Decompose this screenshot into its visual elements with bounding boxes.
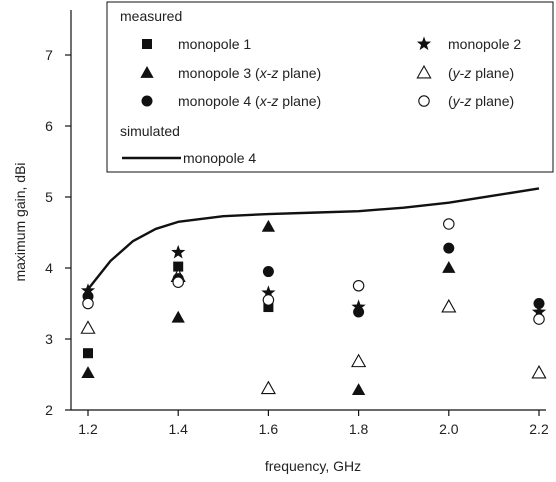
legend-label-monopole-3-x-z-plane-2: monopole 3 (x-z plane) xyxy=(178,65,321,81)
x-tick-label: 1.6 xyxy=(259,421,279,437)
series-monopole-4-x-z-plane-4 xyxy=(82,242,545,318)
x-tick-label: 2.2 xyxy=(529,421,549,437)
legend-swatch-monopole-2-1 xyxy=(416,36,432,51)
point-monopole-3-x-z-plane-2 xyxy=(351,383,366,396)
legend-swatch-y-z-plane-5 xyxy=(418,95,430,107)
point-monopole-4-x-z-plane-4 xyxy=(262,266,274,278)
legend-swatch-monopole-4-x-z-plane-4 xyxy=(141,95,153,107)
x-axis-title: frequency, GHz xyxy=(265,458,361,474)
point-y-z-plane-5 xyxy=(82,297,94,310)
legend-label-monopole-2-1: monopole 2 xyxy=(448,36,521,52)
point-monopole-3-x-z-plane-2 xyxy=(261,219,276,232)
series-y-z-plane-5 xyxy=(82,218,545,325)
y-tick-label: 4 xyxy=(45,260,53,276)
legend-label-monopole-4-x-z-plane-4: monopole 4 (x-z plane) xyxy=(178,93,321,109)
legend: measured simulated monopole 1 monopole 2 mon… xyxy=(106,1,554,173)
y-tick-label: 5 xyxy=(45,189,53,205)
x-tick-label: 1.4 xyxy=(168,421,188,437)
legend-label-monopole-1-0: monopole 1 xyxy=(178,36,251,52)
point-monopole-3-x-z-plane-2 xyxy=(171,310,185,323)
point-y-z-plane-5 xyxy=(533,313,545,325)
legend-label-y-z-plane-5: (y-z plane) xyxy=(448,93,514,109)
simulated-line-monopole-4-6 xyxy=(87,187,540,291)
point-monopole-2-1 xyxy=(261,285,276,299)
legend-label-monopole-4-6: monopole 4 xyxy=(183,150,256,166)
point-monopole-2-1 xyxy=(80,283,96,297)
legend-swatch-monopole-3-x-z-plane-2 xyxy=(140,66,154,78)
legend-swatch-y-z-plane-3 xyxy=(416,64,432,79)
point-y-z-plane-3 xyxy=(441,298,457,313)
point-monopole-2-1 xyxy=(351,299,366,314)
series-monopole-3-x-z-plane-2 xyxy=(81,219,456,396)
legend-heading-measured: measured xyxy=(120,8,182,24)
x-tick-label: 2.0 xyxy=(439,421,459,437)
legend-swatch-monopole-1-0 xyxy=(142,39,152,49)
y-tick-label: 3 xyxy=(45,331,53,347)
y-tick-label: 6 xyxy=(45,118,53,134)
point-y-z-plane-5 xyxy=(352,279,365,292)
y-axis-title: maximum gain, dBi xyxy=(12,162,28,281)
legend-label-y-z-plane-3: (y-z plane) xyxy=(448,65,514,81)
point-monopole-1-0 xyxy=(173,261,184,272)
point-monopole-3-x-z-plane-2 xyxy=(442,261,456,273)
x-tick-label: 1.2 xyxy=(78,421,98,437)
point-y-z-plane-3 xyxy=(80,320,96,334)
point-y-z-plane-5 xyxy=(262,294,275,306)
point-monopole-1-0 xyxy=(263,302,274,313)
point-y-z-plane-5 xyxy=(443,218,455,230)
legend-heading-simulated: simulated xyxy=(120,123,180,139)
point-monopole-4-x-z-plane-4 xyxy=(533,298,545,309)
point-y-z-plane-3 xyxy=(351,353,367,368)
point-monopole-3-x-z-plane-2 xyxy=(81,366,95,378)
y-tick-label: 2 xyxy=(45,402,53,418)
point-monopole-1-0 xyxy=(83,348,93,359)
y-tick-label: 7 xyxy=(45,47,53,63)
point-y-z-plane-3 xyxy=(531,364,547,379)
point-y-z-plane-3 xyxy=(260,380,276,395)
point-monopole-2-1 xyxy=(171,244,186,259)
point-monopole-4-x-z-plane-4 xyxy=(443,242,455,254)
point-y-z-plane-5 xyxy=(172,276,184,288)
legend-box xyxy=(106,1,554,173)
series-monopole-1-0 xyxy=(83,261,274,359)
series-y-z-plane-3 xyxy=(80,268,547,395)
x-tick-label: 1.8 xyxy=(349,421,369,437)
series-monopole-2-1 xyxy=(80,244,547,319)
point-monopole-2-1 xyxy=(531,304,547,319)
point-monopole-4-x-z-plane-4 xyxy=(353,306,365,318)
